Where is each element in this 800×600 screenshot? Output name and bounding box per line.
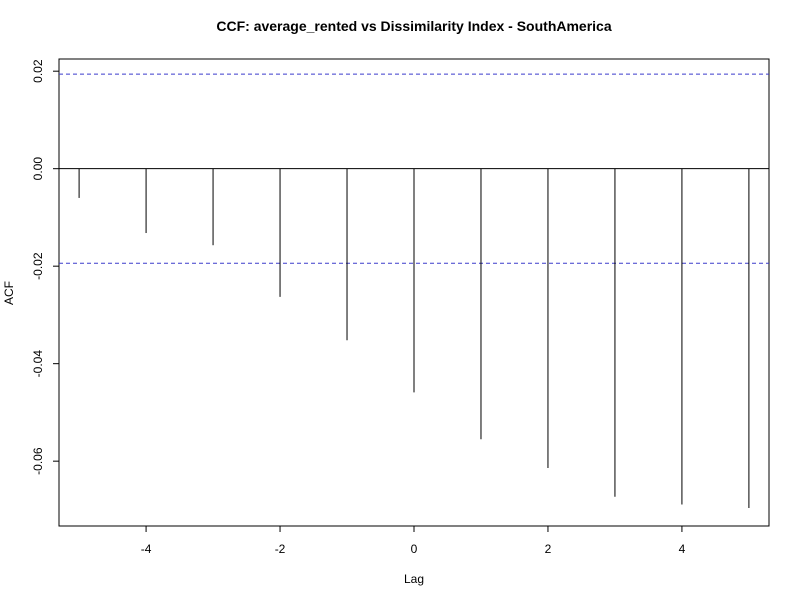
y-axis-label: ACF (2, 281, 16, 305)
chart-title: CCF: average_rented vs Dissimilarity Ind… (216, 18, 611, 34)
y-tick-label: 0.00 (31, 157, 45, 181)
y-axis: 0.02 0.00 -0.02 -0.04 -0.06 (31, 59, 59, 475)
x-tick-label: 4 (679, 542, 686, 556)
x-tick-label: -4 (141, 542, 152, 556)
x-tick-label: 2 (545, 542, 552, 556)
y-tick-label: -0.04 (31, 350, 45, 378)
x-tick-label: -2 (275, 542, 286, 556)
x-axis: -4 -2 0 2 4 (141, 526, 686, 556)
x-tick-label: 0 (411, 542, 418, 556)
y-tick-label: -0.06 (31, 447, 45, 475)
confidence-bands (59, 73, 769, 264)
x-axis-label: Lag (404, 572, 424, 586)
y-tick-label: 0.02 (31, 59, 45, 83)
y-tick-label: -0.02 (31, 252, 45, 280)
ccf-spikes (78, 168, 750, 508)
